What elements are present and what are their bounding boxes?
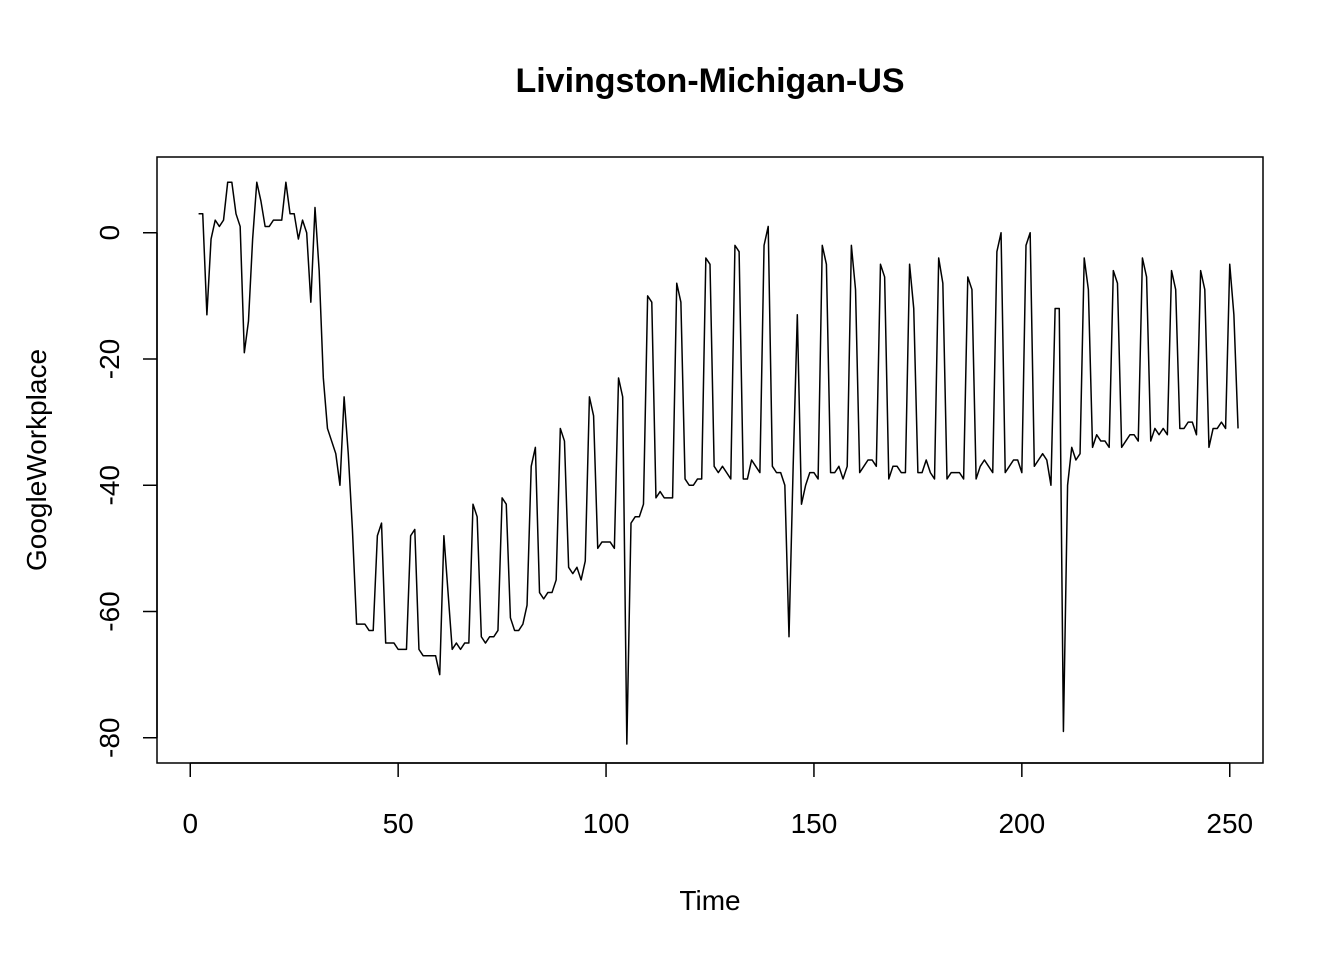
y-axis-label: GoogleWorkplace xyxy=(21,349,52,571)
x-axis: 0 50 100 150 200 250 xyxy=(182,762,1253,839)
x-tick-label: 100 xyxy=(583,808,630,839)
y-tick-label: -20 xyxy=(94,339,125,379)
y-tick-label: -80 xyxy=(94,718,125,758)
x-tick-label: 50 xyxy=(383,808,414,839)
plot-frame xyxy=(156,156,1264,764)
x-axis-label: Time xyxy=(679,885,740,916)
x-tick-label: 150 xyxy=(791,808,838,839)
series-layer xyxy=(198,181,1239,745)
series-line-0 xyxy=(198,181,1239,745)
x-tick-label: 0 xyxy=(182,808,198,839)
x-tick-label: 250 xyxy=(1206,808,1253,839)
y-tick-label: 0 xyxy=(94,225,125,241)
y-axis: 0 -20 -40 -60 -80 xyxy=(94,225,158,758)
y-tick-label: -60 xyxy=(94,591,125,631)
x-tick-label: 200 xyxy=(998,808,1045,839)
y-tick-label: -40 xyxy=(94,465,125,505)
chart-title: Livingston-Michigan-US xyxy=(515,62,904,100)
